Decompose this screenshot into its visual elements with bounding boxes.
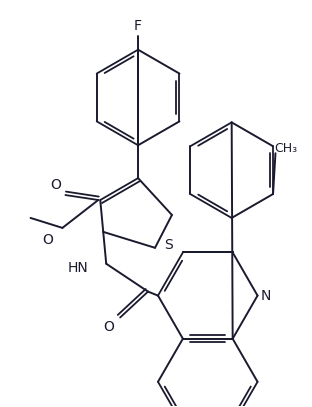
Text: O: O bbox=[50, 178, 61, 192]
Text: F: F bbox=[134, 19, 142, 33]
Text: S: S bbox=[164, 238, 173, 252]
Text: O: O bbox=[103, 320, 114, 335]
Text: N: N bbox=[260, 289, 271, 302]
Text: HN: HN bbox=[68, 261, 89, 275]
Text: O: O bbox=[42, 233, 53, 247]
Text: CH₃: CH₃ bbox=[274, 142, 297, 155]
